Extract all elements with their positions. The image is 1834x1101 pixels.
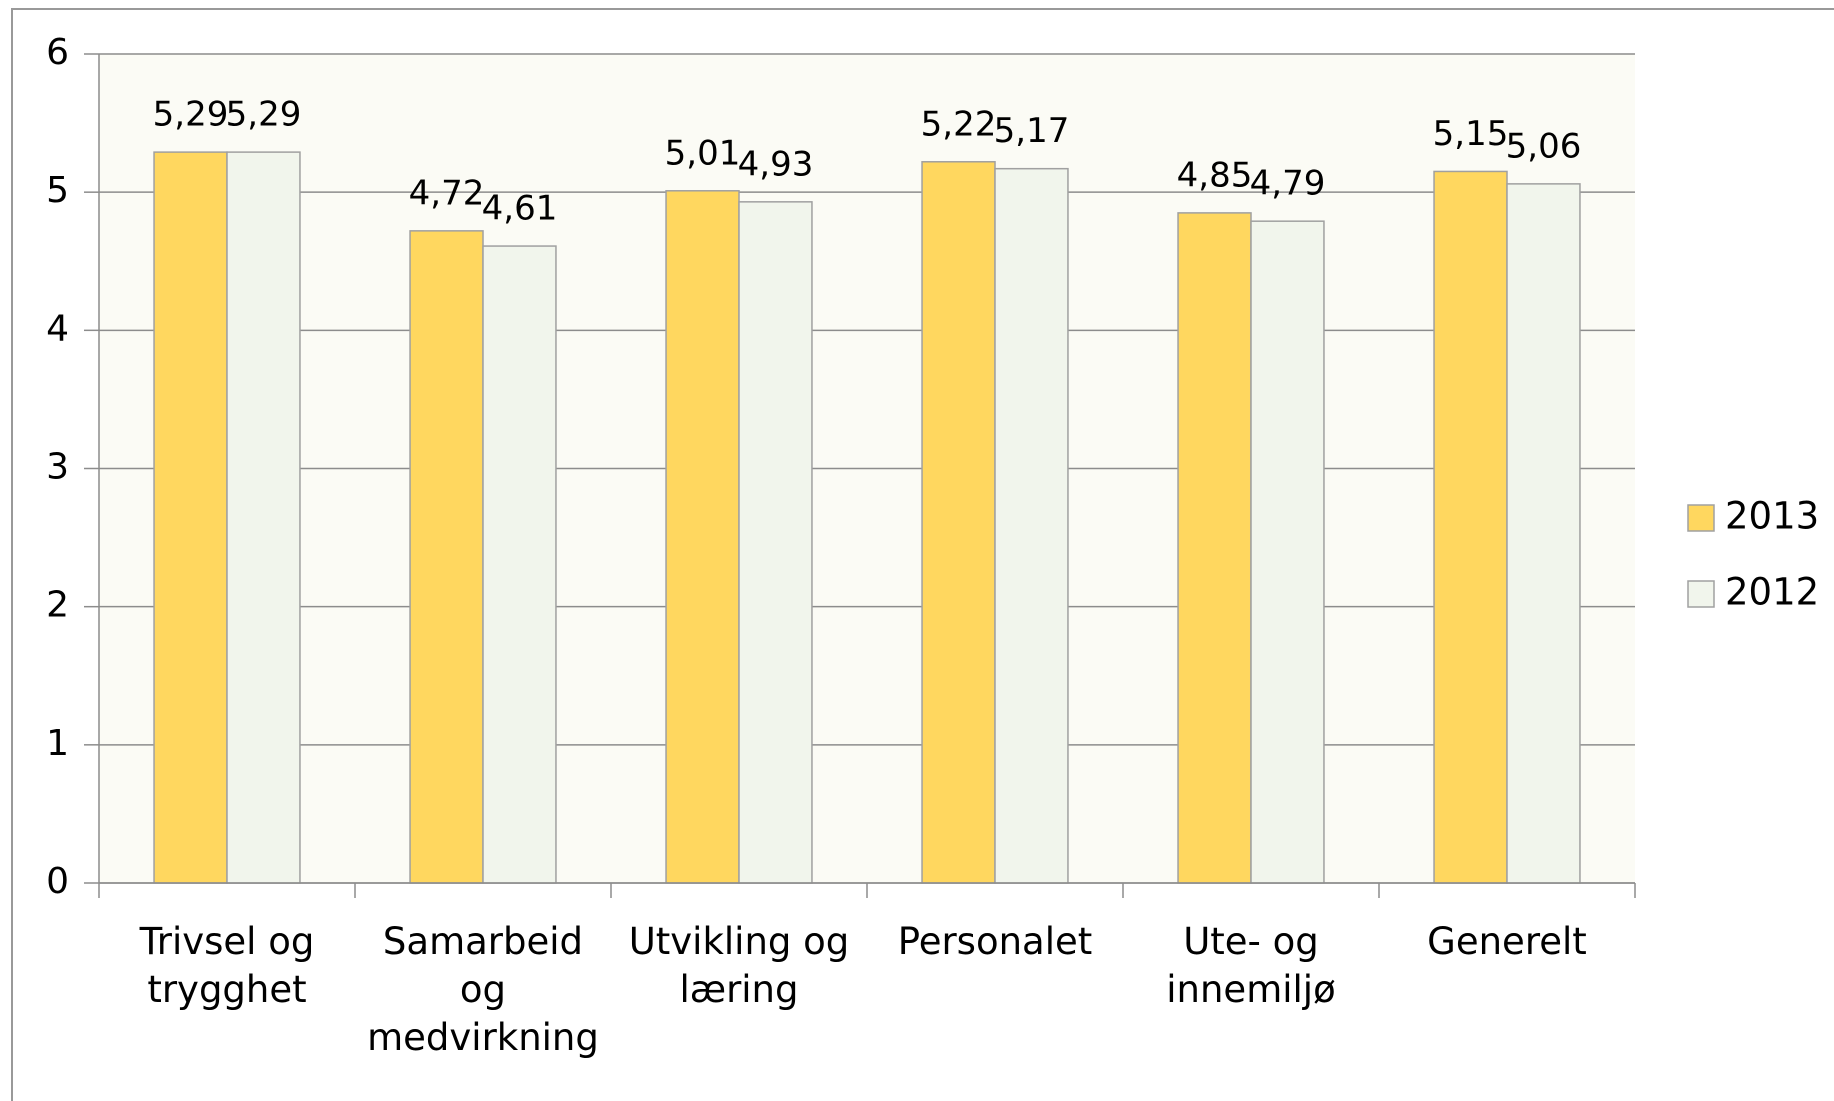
bar <box>1250 220 1325 884</box>
bar <box>738 201 813 884</box>
bar <box>665 190 740 884</box>
y-tick-label: 5 <box>46 170 69 211</box>
value-label: 5,17 <box>994 111 1070 151</box>
bar <box>994 167 1069 884</box>
bar <box>1433 170 1508 884</box>
x-tick-label: Samarbeid og medvirkning <box>367 920 599 1060</box>
y-tick-label: 1 <box>46 723 69 764</box>
x-tick-label: Ute- og innemiljø <box>1166 920 1336 1012</box>
legend-label: 2013 <box>1725 495 1819 538</box>
x-tick-label: Personalet <box>897 920 1093 963</box>
x-tick-label: Utvikling og læring <box>628 920 850 1012</box>
y-tick-label: 6 <box>46 32 69 73</box>
value-label: 5,01 <box>665 133 741 173</box>
value-label: 4,61 <box>482 189 558 229</box>
value-label: 5,29 <box>226 95 302 135</box>
legend-swatch <box>1687 580 1715 608</box>
x-tick-label: Generelt <box>1427 920 1587 963</box>
bar <box>1177 212 1252 884</box>
value-label: 5,22 <box>921 104 997 144</box>
legend-label: 2012 <box>1725 571 1819 614</box>
value-label: 4,85 <box>1177 155 1253 195</box>
value-label: 5,29 <box>153 95 229 135</box>
x-tick-label: Trivsel og trygghet <box>139 920 315 1012</box>
y-tick-label: 0 <box>46 861 69 902</box>
y-tick-label: 3 <box>46 447 69 488</box>
y-tick-label: 4 <box>46 308 69 349</box>
y-tick-label: 2 <box>46 585 69 626</box>
bar <box>921 161 996 884</box>
value-label: 5,06 <box>1506 126 1582 166</box>
bar <box>482 245 557 884</box>
value-label: 5,15 <box>1433 114 1509 154</box>
bar <box>226 151 301 884</box>
value-label: 4,79 <box>1250 164 1326 204</box>
bar <box>1506 183 1581 884</box>
bar <box>153 151 228 884</box>
value-label: 4,93 <box>738 144 814 184</box>
bar <box>409 230 484 884</box>
value-label: 4,72 <box>409 173 485 213</box>
legend-swatch <box>1687 504 1715 532</box>
